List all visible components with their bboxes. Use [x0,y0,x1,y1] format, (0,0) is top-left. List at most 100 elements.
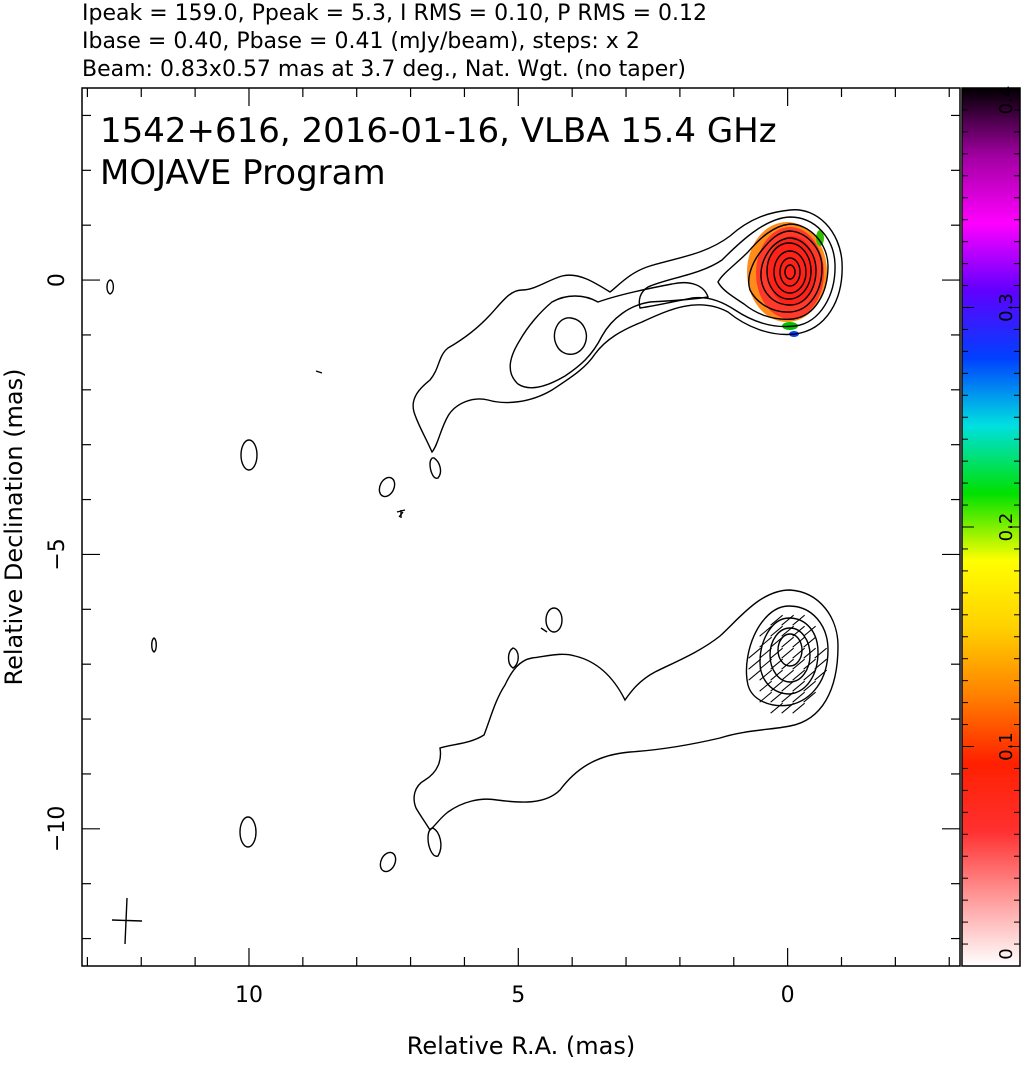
colorbar: 0 0.1 0.2 0.3 0.4 [961,86,1021,967]
lower-blob-f [540,627,548,633]
x-axis-ticks: 10 5 0 [86,88,950,1008]
header-line-1: Ipeak = 159.0, Ppeak = 5.3, I RMS = 0.10… [82,1,707,26]
evpa-tick [759,647,772,659]
upper-contour-4 [748,230,823,313]
evpa-tick [759,636,772,648]
evpa-tick [803,680,816,692]
evpa-tick [792,680,805,692]
evpa-vectors [748,614,827,714]
evpa-tick [781,647,794,659]
evpa-tick [814,658,827,670]
evpa-tick [803,625,816,637]
evpa-tick [814,669,827,681]
evpa-tick [792,614,805,626]
upper-blob-d [106,279,115,295]
lower-blob-e [151,637,157,653]
upper-contour-7 [773,250,807,294]
evpa-tick [759,669,772,681]
upper-blob-e [315,370,323,374]
upper-contour-6 [766,242,812,300]
evpa-tick [803,691,816,703]
upper-blob-a [240,439,258,471]
evpa-tick [770,702,783,714]
header-line-2: Ibase = 0.40, Pbase = 0.41 (mJy/beam), s… [82,29,640,54]
lower-contour-2 [745,605,829,707]
lower-blob-c [239,816,257,848]
colorbar-tick-label: 0.3 [996,293,1017,322]
lower-tail-blob [427,827,442,857]
evpa-tick [748,658,761,670]
evpa-tick [792,702,805,714]
evpa-tick [792,691,805,703]
upper-blob-b [378,476,396,498]
evpa-tick [748,647,761,659]
upper-contours [106,209,843,518]
evpa-tick [781,680,794,692]
y-tick-label: −10 [45,806,70,852]
evpa-tick [770,625,783,637]
upper-jet-inner [509,281,709,389]
evpa-tick [803,636,816,648]
evpa-tick [803,669,816,681]
evpa-tick [792,625,805,637]
evpa-tick [759,658,772,670]
evpa-tick [792,658,805,670]
evpa-tick [781,636,794,648]
evpa-tick [759,625,772,637]
evpa-tick [781,614,794,626]
evpa-tick [803,658,816,670]
lower-contours [151,589,839,873]
y-tick-label: −5 [45,538,70,570]
evpa-tick [748,669,761,681]
upper-tail-blob [429,457,442,479]
plot-frame [81,87,961,967]
evpa-tick [770,669,783,681]
evpa-tick [781,658,794,670]
x-tick-label: 10 [235,983,263,1008]
lower-blob-a [545,607,563,633]
colorbar-tick-label: 0.4 [996,86,1017,115]
header-line-3: Beam: 0.83x0.57 mas at 3.7 deg., Nat. Wg… [82,57,686,82]
y-axis-ticks: 0 −5 −10 [45,114,960,940]
evpa-tick [781,625,794,637]
chart-subtitle: MOJAVE Program [100,153,386,193]
evpa-tick [781,702,794,714]
evpa-tick [803,647,816,659]
chart-title: 1542+616, 2016-01-16, VLBA 15.4 GHz [100,111,777,151]
upper-contour-8 [779,257,801,287]
evpa-tick [792,669,805,681]
beam-cross [111,897,143,945]
lower-blob-d [379,851,397,873]
map-panel: 10 5 0 0 −5 −10 1542+616, 2016-01-16, VLBA 1… [45,87,961,1008]
evpa-tick [770,680,783,692]
evpa-tick [770,647,783,659]
x-tick-label: 5 [511,983,525,1008]
lower-outer-contour [413,589,839,832]
evpa-tick [814,647,827,659]
evpa-tick [770,658,783,670]
upper-jet-knot [553,317,588,355]
upper-core-contour [784,264,796,280]
evpa-tick [770,636,783,648]
colorbar-ticks: 0 0.1 0.2 0.3 0.4 [962,86,1020,967]
evpa-tick [781,691,794,703]
lower-blob-b [507,647,519,669]
lower-contour-5 [777,633,803,667]
y-axis-label: Relative Declination (mas) [0,368,28,685]
upper-contour-5 [760,237,817,306]
upper-blob-c [396,509,406,518]
x-axis-label: Relative R.A. (mas) [407,1032,635,1060]
upper-contour-2 [638,216,836,328]
upper-contour-3 [717,223,829,320]
evpa-tick [770,691,783,703]
colorbar-tick-label: 0.2 [996,513,1017,542]
colorbar-tick-label: 0.1 [996,732,1017,761]
colorbar-tick-label: 0 [996,948,1017,959]
evpa-tick [792,647,805,659]
evpa-tick [781,669,794,681]
y-tick-label: 0 [45,273,70,287]
evpa-tick [759,680,772,692]
evpa-tick [770,614,783,626]
